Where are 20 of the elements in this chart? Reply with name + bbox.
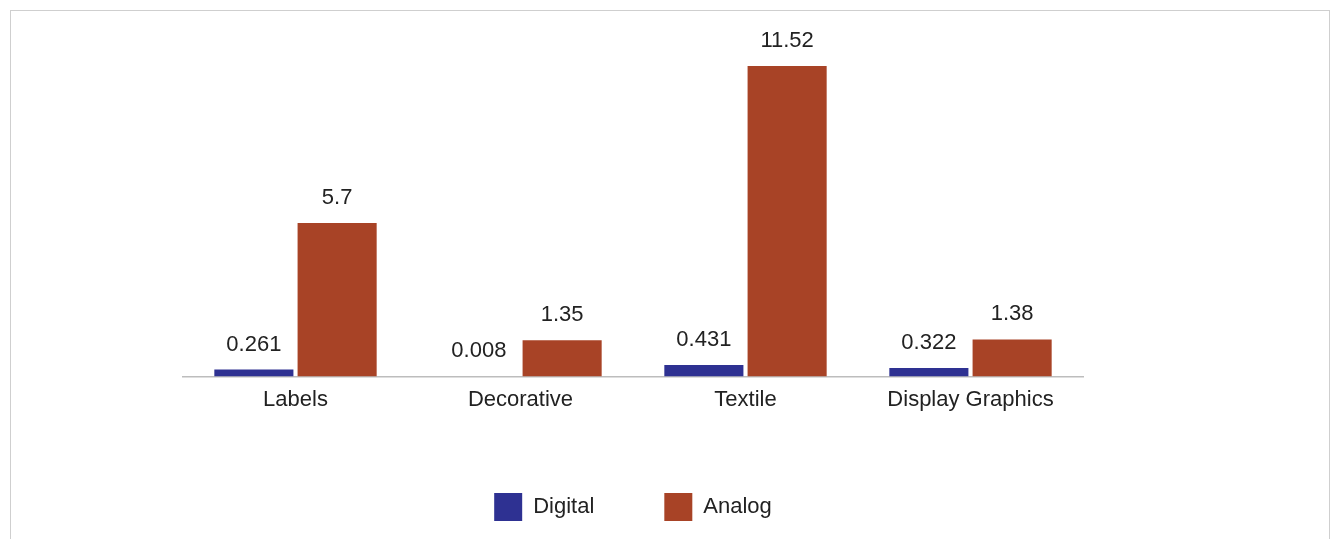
data-label: 1.38: [990, 300, 1034, 326]
bar: [297, 222, 377, 377]
data-label: 1.35: [540, 301, 584, 327]
bar: [747, 66, 827, 377]
bar: [972, 339, 1052, 377]
bar: [889, 367, 969, 377]
data-label: 5.7: [321, 183, 353, 209]
x-tick-label: Decorative: [467, 385, 574, 411]
data-label: 0.261: [226, 330, 282, 356]
bar: [664, 364, 744, 377]
x-tick-label: Display Graphics: [887, 385, 1054, 411]
x-tick-label: Labels: [263, 385, 328, 411]
legend-label: Digital: [533, 493, 595, 519]
data-label: 11.52: [760, 27, 814, 53]
data-label: 0.008: [451, 337, 507, 363]
legend-label: Analog: [703, 493, 772, 519]
data-label: 0.431: [676, 326, 732, 352]
data-label: 0.322: [901, 328, 957, 354]
bar: [522, 340, 602, 377]
x-tick-label: Textile: [714, 385, 777, 411]
